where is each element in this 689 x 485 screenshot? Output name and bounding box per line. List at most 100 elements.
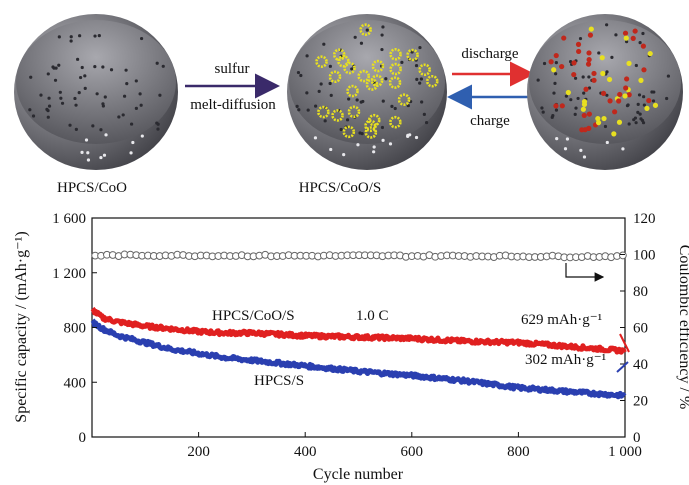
pore-dot: [651, 99, 656, 103]
annotation-629: 629 mAh·g⁻¹: [521, 312, 602, 328]
pointer-629: [619, 333, 630, 353]
pore-dot: [642, 103, 646, 107]
pore-dot: [574, 106, 578, 110]
pore-dot: [305, 91, 309, 95]
pore-dot: [28, 108, 32, 112]
pore-dot: [380, 33, 384, 37]
pore-dot: [104, 133, 108, 137]
pore-dot: [414, 135, 419, 140]
pore-dot: [47, 96, 51, 100]
pore-dot: [86, 158, 91, 162]
sulfur-particle: [588, 26, 594, 32]
arrow-label-melt-diffusion: melt-diffusion: [190, 97, 276, 113]
pore-dot: [328, 81, 332, 86]
pore-dot: [138, 92, 142, 96]
pore-dot: [356, 143, 360, 147]
sulfur-ring: [364, 126, 378, 139]
pore-dot: [101, 102, 105, 106]
coo-particle: [548, 59, 554, 65]
efficiency-point: [618, 251, 627, 260]
pore-dot: [554, 72, 558, 76]
pore-dot: [536, 78, 540, 82]
pore-dot: [57, 35, 61, 39]
pore-dot: [129, 122, 134, 126]
pore-dot: [83, 74, 87, 78]
pore-dot: [542, 61, 547, 66]
pore-dot: [155, 61, 159, 65]
sulfur-ring: [371, 59, 385, 73]
sulfur-ring: [331, 109, 344, 122]
coo-particle: [583, 86, 589, 92]
sulfur-ring: [346, 84, 359, 98]
sulfur-particle: [626, 60, 632, 66]
pore-dot: [121, 113, 125, 117]
annotation-hpcs-s: HPCS/S: [254, 373, 304, 389]
pore-dot: [573, 112, 577, 116]
pore-dot: [565, 137, 570, 141]
pore-dot: [109, 68, 114, 72]
coo-particle: [626, 92, 632, 98]
sulfur-ring: [343, 61, 356, 75]
pore-dot: [355, 98, 359, 102]
sphere-discharged: [527, 14, 683, 170]
pore-dot: [420, 100, 424, 104]
coo-particle: [575, 41, 582, 47]
sphere-cavity: [529, 20, 681, 144]
polysulfide-particles: [548, 26, 659, 137]
sulfur-particle: [652, 102, 659, 108]
pore-dot: [633, 116, 638, 120]
pore-dot: [125, 82, 129, 86]
pore-dot: [569, 98, 573, 102]
pore-dot: [415, 77, 419, 81]
pore-dot: [576, 96, 580, 101]
coo-particle: [586, 111, 592, 117]
pore-dots: [28, 33, 165, 162]
y2-axis-title: Coulombic efficiency / %: [676, 245, 689, 410]
sulfur-ring: [342, 125, 356, 139]
pore-dot: [117, 115, 121, 119]
coo-particle: [640, 43, 646, 49]
pore-dot: [47, 104, 52, 108]
pore-dot: [139, 103, 143, 107]
pore-dot: [46, 109, 50, 113]
sulfur-particle: [647, 50, 653, 57]
pore-dot: [414, 63, 419, 68]
coo-particle: [571, 60, 577, 66]
pore-dot: [29, 75, 33, 79]
pore-dot: [359, 100, 363, 104]
melt-diffusion-arrow: sulfur melt-diffusion: [185, 61, 280, 113]
pore-dot: [306, 108, 310, 112]
y2-tick-label: 20: [633, 394, 648, 410]
pore-dot: [350, 67, 354, 71]
pore-dot: [122, 94, 127, 98]
coo-particle: [585, 61, 592, 67]
y-tick-label: 1 200: [52, 266, 86, 282]
sulfur-ring: [315, 55, 328, 68]
pore-dot: [156, 122, 160, 126]
y-axis-title: Specific capacity / (mAh·g⁻¹): [13, 231, 30, 422]
y2-tick-label: 80: [633, 284, 648, 300]
pore-dot: [156, 127, 160, 131]
pore-dot: [418, 81, 422, 85]
pore-dot: [393, 106, 397, 111]
series-hpcs-coo-s: [90, 306, 627, 355]
pore-dot: [553, 81, 557, 85]
pore-dot: [319, 82, 323, 86]
pore-dot: [636, 110, 640, 114]
pore-dot: [86, 151, 90, 155]
sulfur-particle: [601, 115, 607, 122]
pore-dot: [295, 104, 299, 108]
sulfur-particle: [623, 35, 629, 41]
pore-dot: [339, 127, 343, 132]
pore-dot: [73, 96, 77, 101]
sphere-hpcs-coo: [14, 14, 178, 170]
pore-dot: [53, 78, 58, 82]
sulfur-particle: [599, 55, 605, 61]
sulfur-particle: [600, 70, 606, 77]
coo-particle: [581, 112, 587, 119]
coo-particle: [616, 98, 622, 104]
coo-particle: [561, 35, 567, 41]
pore-dot: [419, 77, 423, 81]
sulfur-ring: [406, 48, 419, 62]
x-tick-label: 200: [187, 444, 210, 460]
